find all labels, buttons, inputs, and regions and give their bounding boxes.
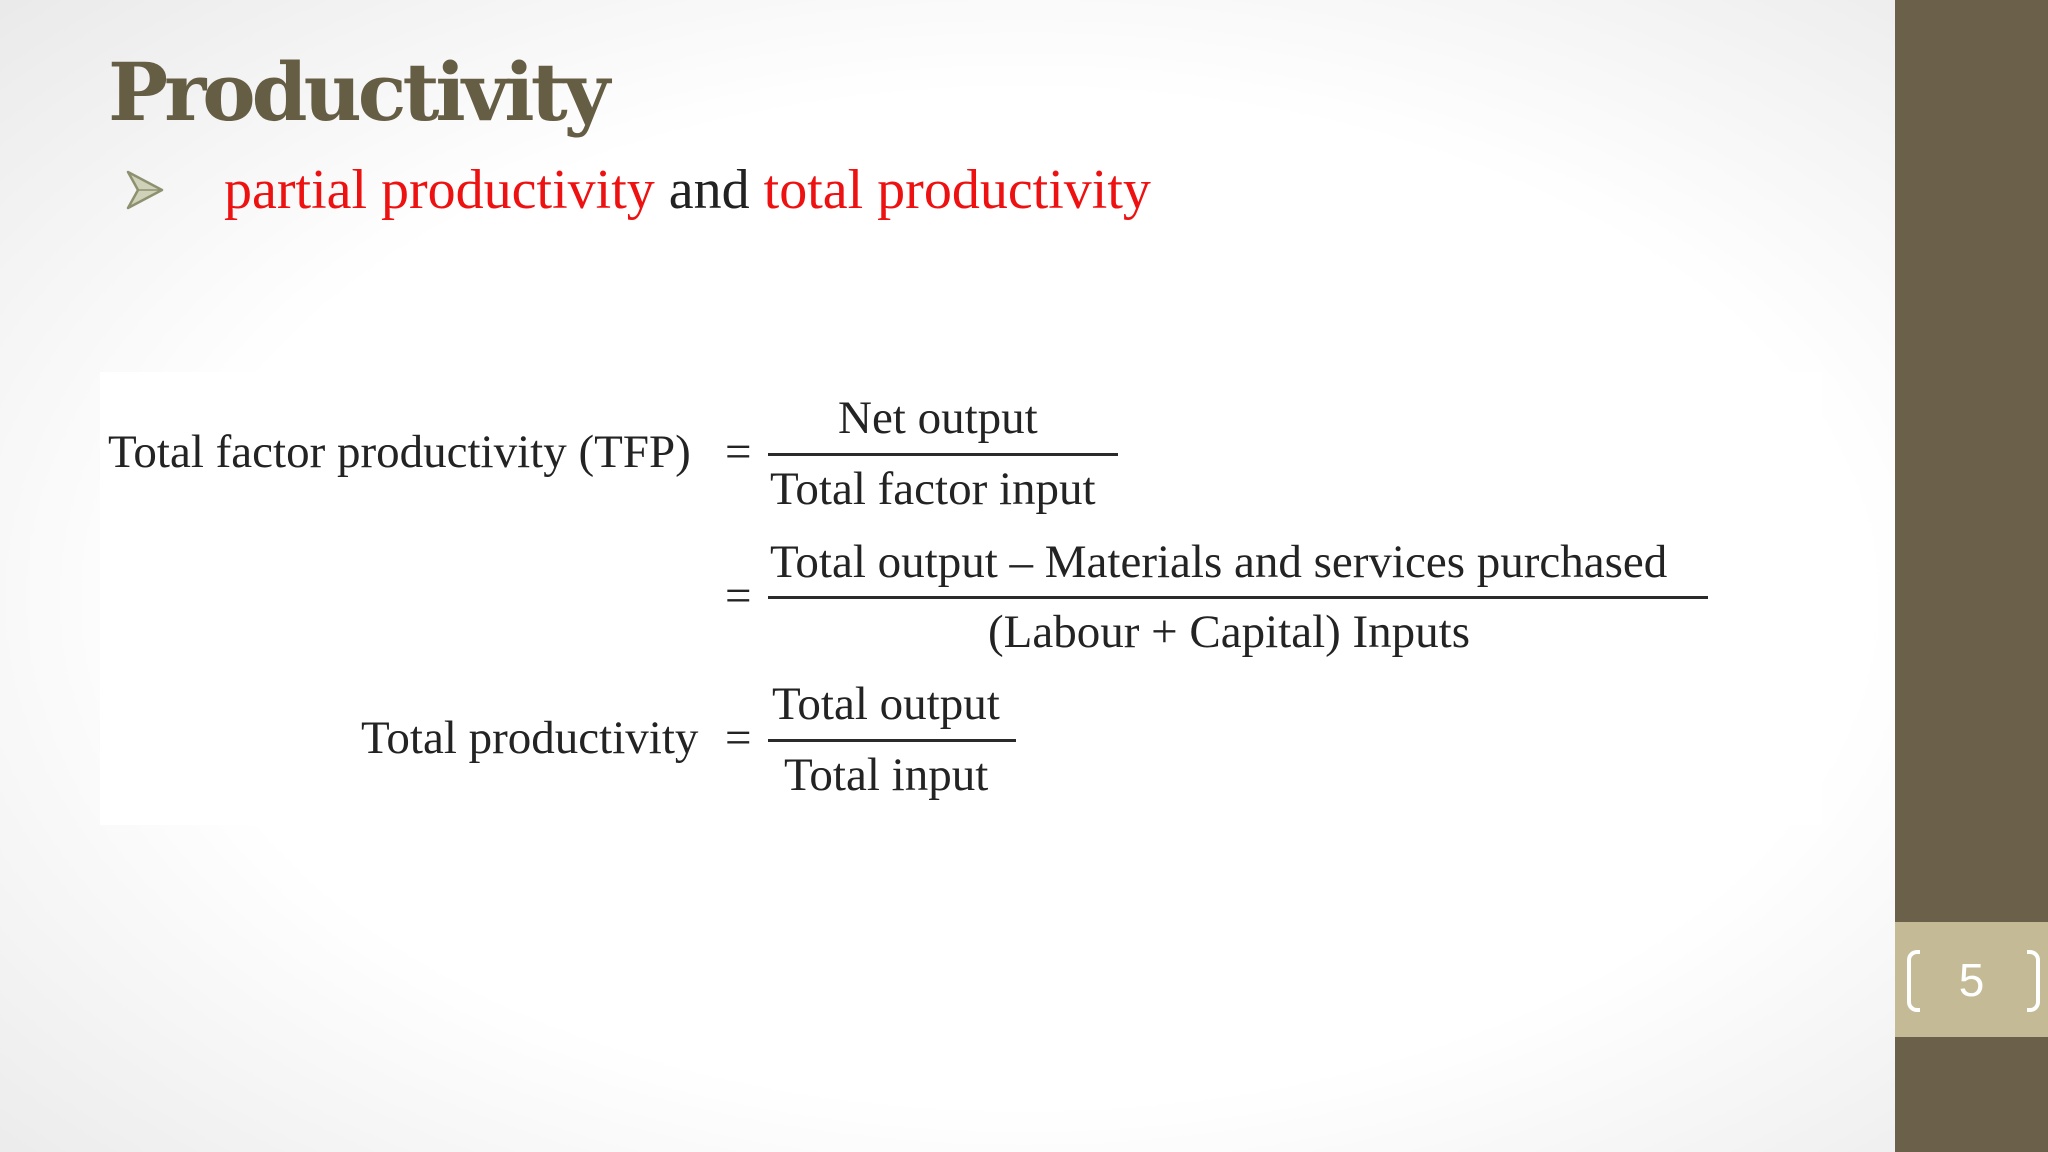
bullet-text-total: total productivity bbox=[763, 159, 1151, 221]
tp-equals-sign: = bbox=[725, 712, 752, 764]
left-bracket-decoration bbox=[1907, 950, 1920, 1012]
tfp-fraction-bar bbox=[768, 453, 1118, 456]
bullet-text-partial: partial productivity bbox=[224, 159, 655, 221]
page-number-badge: 5 bbox=[1895, 922, 2048, 1037]
bullet-item: partial productivity and total productiv… bbox=[126, 158, 1151, 222]
tfp-numerator: Net output bbox=[838, 392, 1038, 444]
tfp2-numerator: Total output – Materials and services pu… bbox=[770, 536, 1668, 588]
page-number: 5 bbox=[1958, 953, 1985, 1006]
tp-denominator: Total input bbox=[784, 749, 989, 801]
tfp2-equals-sign: = bbox=[725, 570, 752, 622]
tp-fraction-bar bbox=[768, 739, 1016, 742]
bullet-text-and: and bbox=[654, 159, 764, 221]
tfp2-denominator: (Labour + Capital) Inputs bbox=[988, 606, 1471, 658]
tfp-denominator: Total factor input bbox=[770, 463, 1096, 515]
tfp-equals-sign: = bbox=[725, 426, 752, 478]
tp-label: Total productivity bbox=[361, 712, 699, 764]
right-bracket-decoration bbox=[2027, 950, 2040, 1012]
arrowhead-bullet-icon bbox=[126, 170, 164, 210]
tfp2-fraction-bar bbox=[768, 596, 1708, 599]
tfp-label: Total factor productivity (TFP) bbox=[108, 426, 691, 478]
tp-numerator: Total output bbox=[772, 678, 1000, 730]
slide-title: Productivity bbox=[108, 45, 610, 139]
